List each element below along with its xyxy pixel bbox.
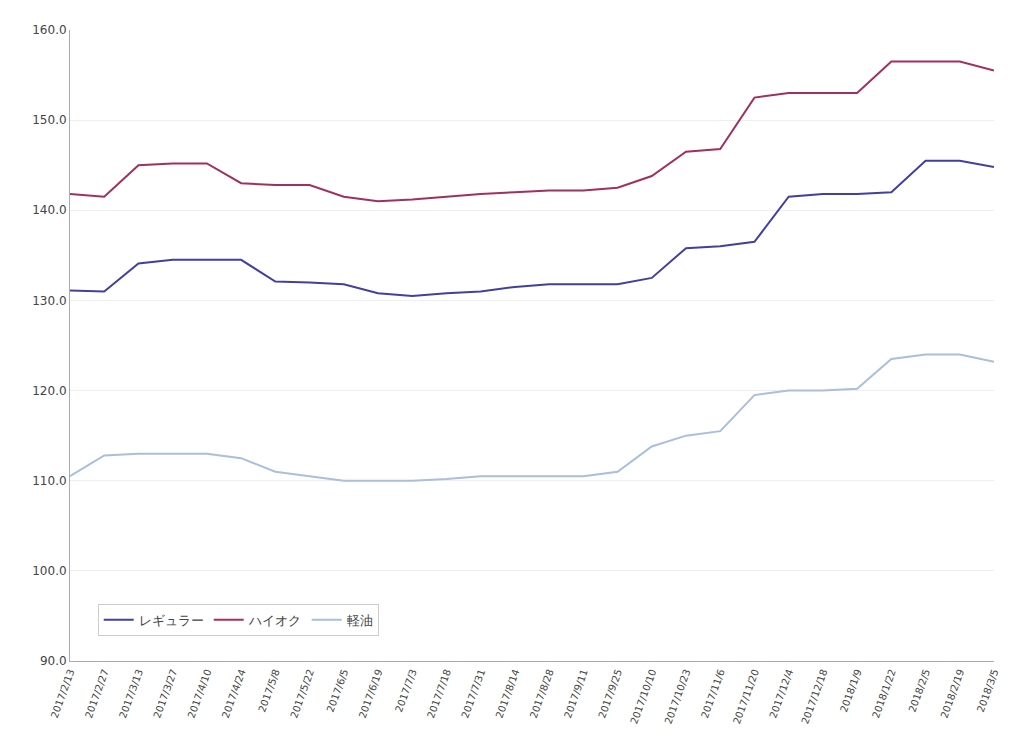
svg-text:2017/2/27: 2017/2/27 xyxy=(83,668,111,720)
svg-text:160.0: 160.0 xyxy=(32,23,66,37)
svg-text:2017/3/27: 2017/3/27 xyxy=(151,668,179,720)
svg-text:ハイオク: ハイオク xyxy=(248,613,301,628)
svg-text:2018/2/5: 2018/2/5 xyxy=(906,668,932,714)
svg-text:2017/5/8: 2017/5/8 xyxy=(256,668,282,714)
svg-text:2017/6/5: 2017/6/5 xyxy=(325,668,351,714)
svg-text:140.0: 140.0 xyxy=(32,203,66,217)
svg-text:軽油: 軽油 xyxy=(347,613,373,628)
svg-text:2017/3/13: 2017/3/13 xyxy=(117,668,145,720)
svg-text:2017/8/28: 2017/8/28 xyxy=(528,668,556,720)
svg-text:2018/1/22: 2018/1/22 xyxy=(870,668,898,720)
svg-text:2018/2/19: 2018/2/19 xyxy=(938,668,966,720)
svg-text:2017/10/23: 2017/10/23 xyxy=(663,668,693,726)
svg-text:100.0: 100.0 xyxy=(32,564,66,578)
svg-text:2017/9/11: 2017/9/11 xyxy=(562,668,590,720)
svg-text:2017/11/20: 2017/11/20 xyxy=(731,668,761,726)
svg-text:2017/10/10: 2017/10/10 xyxy=(628,668,658,726)
svg-text:レギュラー: レギュラー xyxy=(139,613,204,628)
svg-text:2018/3/5: 2018/3/5 xyxy=(975,668,1001,714)
svg-text:2017/8/14: 2017/8/14 xyxy=(494,668,522,720)
svg-text:120.0: 120.0 xyxy=(32,384,66,398)
svg-text:110.0: 110.0 xyxy=(32,474,66,488)
svg-text:90.0: 90.0 xyxy=(40,654,67,668)
svg-text:130.0: 130.0 xyxy=(32,294,66,308)
svg-text:2017/7/18: 2017/7/18 xyxy=(425,668,453,720)
svg-text:2017/9/25: 2017/9/25 xyxy=(596,668,624,720)
svg-text:2017/12/4: 2017/12/4 xyxy=(767,668,795,720)
svg-text:2017/12/18: 2017/12/18 xyxy=(799,668,829,726)
svg-text:2017/7/3: 2017/7/3 xyxy=(393,668,419,714)
svg-text:2018/1/9: 2018/1/9 xyxy=(838,668,864,714)
svg-text:2017/5/22: 2017/5/22 xyxy=(288,668,316,720)
svg-text:2017/7/31: 2017/7/31 xyxy=(459,668,487,720)
svg-text:2017/2/13: 2017/2/13 xyxy=(49,668,77,720)
svg-text:150.0: 150.0 xyxy=(32,113,66,127)
svg-text:2017/4/10: 2017/4/10 xyxy=(186,668,214,720)
svg-text:2017/4/24: 2017/4/24 xyxy=(220,668,248,720)
svg-text:2017/11/6: 2017/11/6 xyxy=(699,668,727,720)
svg-text:2017/6/19: 2017/6/19 xyxy=(357,668,385,720)
